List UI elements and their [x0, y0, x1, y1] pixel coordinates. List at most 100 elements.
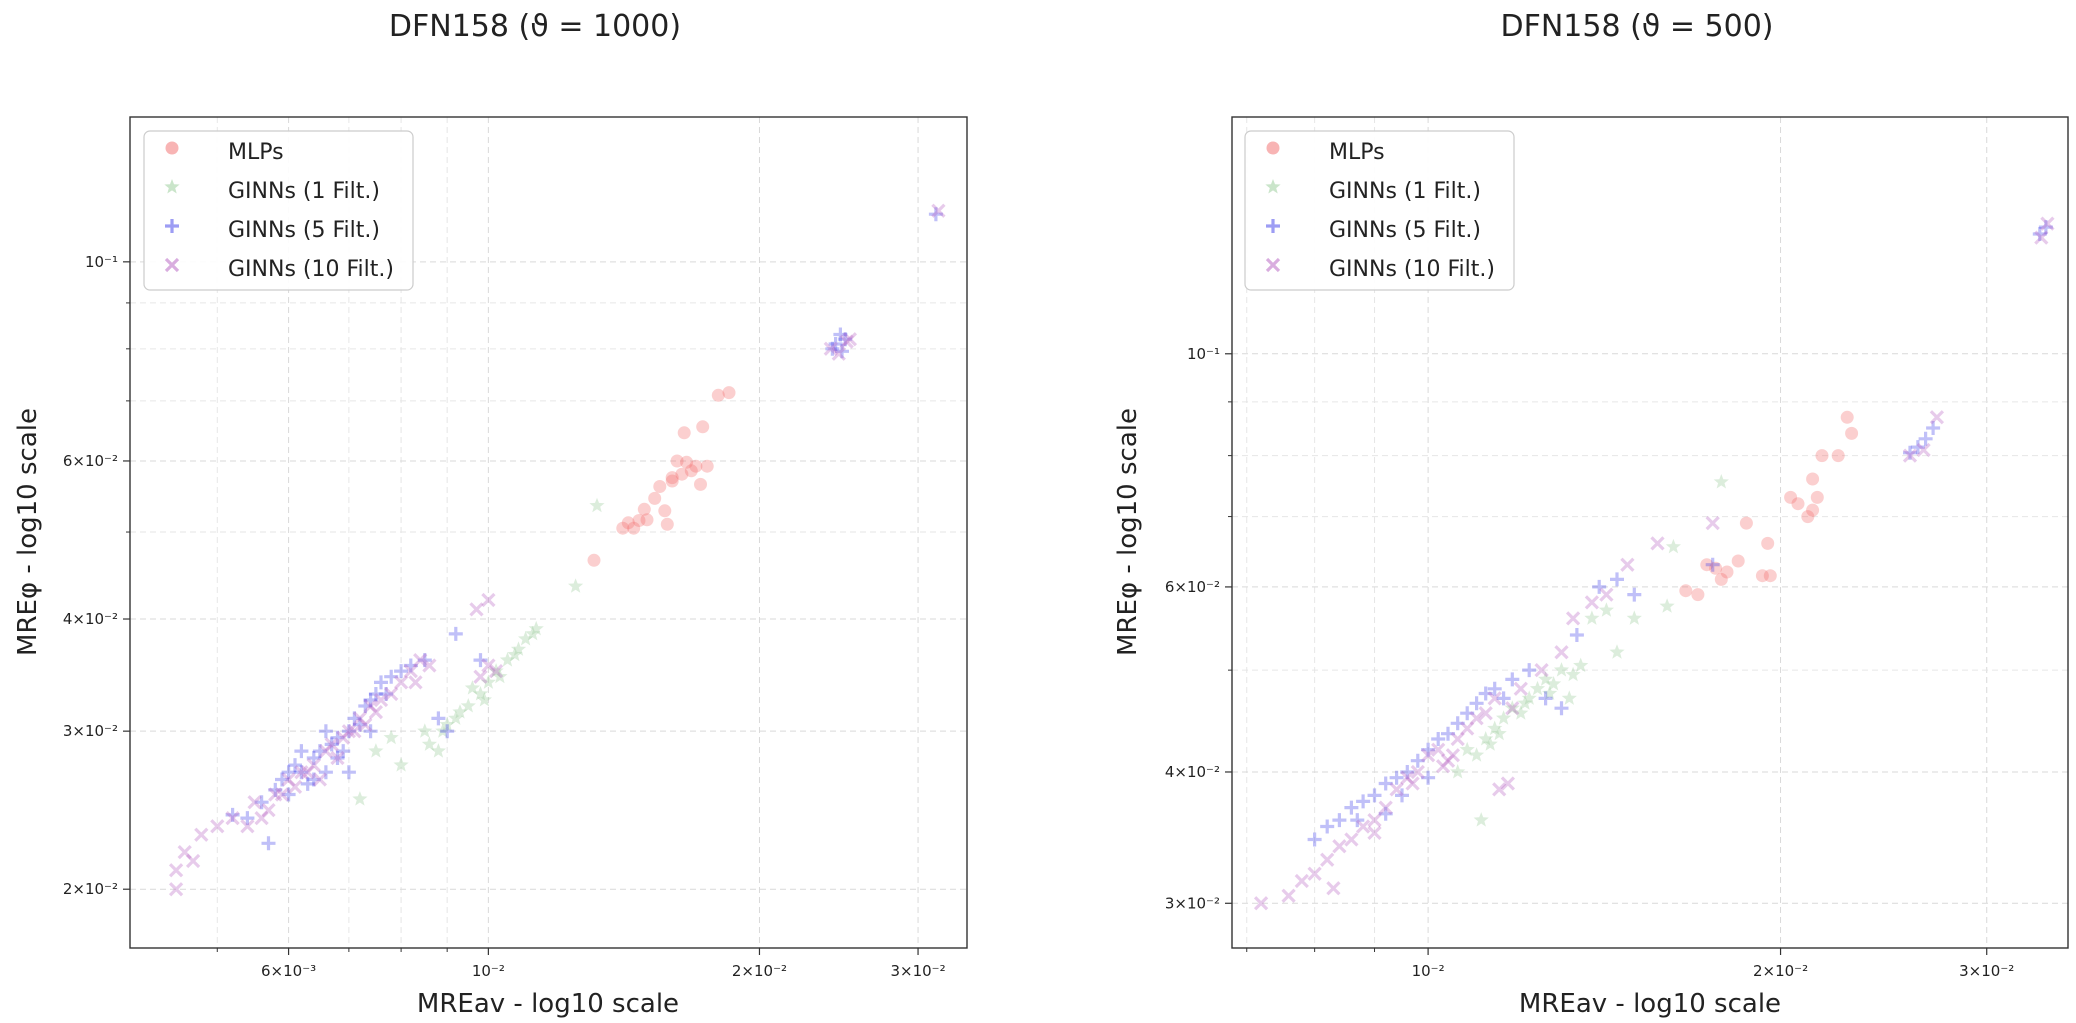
data-point-ginns-10-filt: [1326, 881, 1341, 896]
data-point-ginns-5-filt: [1395, 788, 1409, 803]
data-point-ginns-5-filt: [368, 687, 383, 701]
data-point-ginns-1-filt: [1473, 812, 1489, 827]
data-point-ginns-1-filt: [417, 723, 433, 738]
data-point-ginns-10-filt: [469, 602, 484, 617]
data-point-ginns-1-filt: [1482, 736, 1498, 751]
data-point-ginns-10-filt: [318, 743, 334, 759]
data-point-ginns-5-filt: [363, 693, 378, 707]
data-point-ginns-10-filt: [363, 698, 378, 714]
data-point-ginns-5-filt: [1496, 691, 1511, 706]
data-point-ginns-5-filt: [330, 730, 345, 745]
data-point-ginns-10-filt: [368, 704, 384, 720]
scatter-panel-theta-500: DFN158 (ϑ = 500) 10⁻² 2×10⁻² 3×10⁻² 3×10⁻² 4…: [1113, 9, 2069, 1019]
data-point-ginns-5-filt: [1918, 431, 1933, 446]
data-point-ginns-5-filt: [1350, 813, 1365, 828]
data-point-ginns-5-filt: [2032, 227, 2047, 241]
data-point-mlps: [1709, 561, 1723, 575]
chart-title: DFN158 (ϑ = 1000): [389, 9, 681, 44]
data-point-ginns-1-filt: [1529, 680, 1546, 696]
data-point-ginns-10-filt: [1431, 742, 1446, 757]
data-point-ginns-5-filt: [825, 341, 840, 356]
data-point-ginns-10-filt: [168, 882, 184, 897]
x-tick-label: 6×10⁻³: [261, 962, 316, 980]
data-point-ginns-10-filt: [194, 827, 209, 842]
legend-label-ginns-5: GINNs (5 Filt.): [1329, 218, 1481, 243]
data-point-ginns-10-filt: [1478, 706, 1493, 721]
data-point-mlps: [677, 426, 691, 440]
data-point-ginns-5-filt: [2038, 220, 2053, 235]
data-point-mlps: [665, 471, 679, 485]
plot-frame: [1231, 116, 2069, 949]
data-point-ginns-10-filt: [294, 765, 309, 780]
data-point-ginns-5-filt: [1460, 706, 1475, 721]
data-point-ginns-10-filt: [341, 724, 357, 739]
y-tick-label: 4×10⁻²: [1165, 763, 1220, 781]
data-point-ginns-5-filt: [1592, 579, 1607, 594]
data-point-mlps: [684, 464, 698, 478]
legend-label-ginns-10: GINNs (10 Filt.): [1329, 257, 1495, 282]
x-tick-label: 2×10⁻²: [1753, 962, 1808, 980]
data-point-ginns-5-filt: [379, 687, 394, 701]
legend-marker-mlps: [1266, 141, 1280, 155]
data-point-ginns-10-filt: [1554, 645, 1569, 660]
data-point-ginns-10-filt: [839, 334, 854, 349]
data-point-ginns-1-filt: [1626, 610, 1642, 625]
data-point-ginns-5-filt: [288, 758, 302, 773]
legend-marker-ginns-10-filt: [164, 257, 180, 273]
data-point-ginns-10-filt: [1332, 839, 1347, 854]
x-tick-label: 3×10⁻²: [890, 962, 945, 980]
data-point-ginns-5-filt: [281, 765, 296, 780]
data-point-ginns-5-filt: [363, 724, 378, 739]
data-point-mlps: [675, 467, 689, 481]
y-tick-label: 10⁻¹: [1187, 345, 1220, 363]
data-point-ginns-10-filt: [1435, 759, 1451, 774]
data-point-ginns-10-filt: [1367, 825, 1382, 841]
legend-marker-ginns-5-filt: [165, 219, 179, 233]
data-point-mlps: [1739, 516, 1753, 530]
x-tick-label: 2×10⁻²: [732, 962, 787, 980]
data-point-ginns-10-filt: [1420, 748, 1436, 763]
data-point-ginns-10-filt: [274, 787, 290, 802]
data-point-ginns-5-filt: [1441, 726, 1455, 741]
y-tick-label: 2×10⁻²: [63, 880, 118, 898]
data-point-ginns-10-filt: [1344, 832, 1359, 847]
x-axis-label: MREav - log10 scale: [417, 989, 679, 1019]
data-point-ginns-10-filt: [1469, 711, 1484, 726]
data-point-ginns-1-filt: [1659, 598, 1675, 613]
data-point-ginns-1-filt: [1584, 610, 1600, 625]
data-point-mlps: [1679, 584, 1693, 598]
data-point-ginns-10-filt: [240, 819, 255, 834]
data-point-ginns-10-filt: [408, 675, 423, 690]
data-point-ginns-10-filt: [1620, 557, 1635, 572]
data-point-ginns-1-filt: [568, 578, 584, 593]
data-point-ginns-10-filt: [1650, 536, 1665, 551]
data-point-ginns-1-filt: [472, 686, 489, 701]
data-point-ginns-5-filt: [306, 772, 321, 787]
data-point-ginns-10-filt: [1307, 866, 1322, 881]
x-tick-label: 3×10⁻²: [1959, 962, 2014, 980]
data-point-ginns-5-filt: [1903, 445, 1917, 460]
data-point-mlps: [640, 513, 654, 527]
legend-label-ginns-1: GINNs (1 Filt.): [1329, 179, 1481, 204]
data-point-ginns-5-filt: [347, 711, 362, 726]
legend-marker-ginns-1-filt: [164, 179, 180, 194]
data-point-ginns-1-filt: [448, 710, 464, 725]
legend-label-mlps: MLPs: [1329, 140, 1385, 165]
data-point-ginns-1-filt: [518, 631, 534, 646]
data-point-ginns-1-filt: [1598, 602, 1614, 617]
data-series: [1253, 216, 2055, 911]
legend-marker-ginns-1-filt: [1265, 179, 1281, 194]
legend-label-mlps: MLPs: [228, 140, 284, 165]
data-point-ginns-10-filt: [393, 675, 409, 690]
data-point-ginns-10-filt: [1440, 753, 1456, 768]
data-point-ginns-5-filt: [254, 795, 269, 810]
data-point-ginns-1-filt: [1573, 657, 1589, 673]
data-point-ginns-10-filt: [347, 724, 362, 739]
data-point-mlps: [1845, 426, 1859, 440]
x-tick-label: 10⁻²: [1412, 962, 1445, 980]
data-point-mlps: [694, 477, 707, 491]
data-point-ginns-1-filt: [1713, 474, 1729, 489]
grid-lines: [1232, 117, 2068, 948]
data-point-mlps: [1815, 449, 1829, 463]
